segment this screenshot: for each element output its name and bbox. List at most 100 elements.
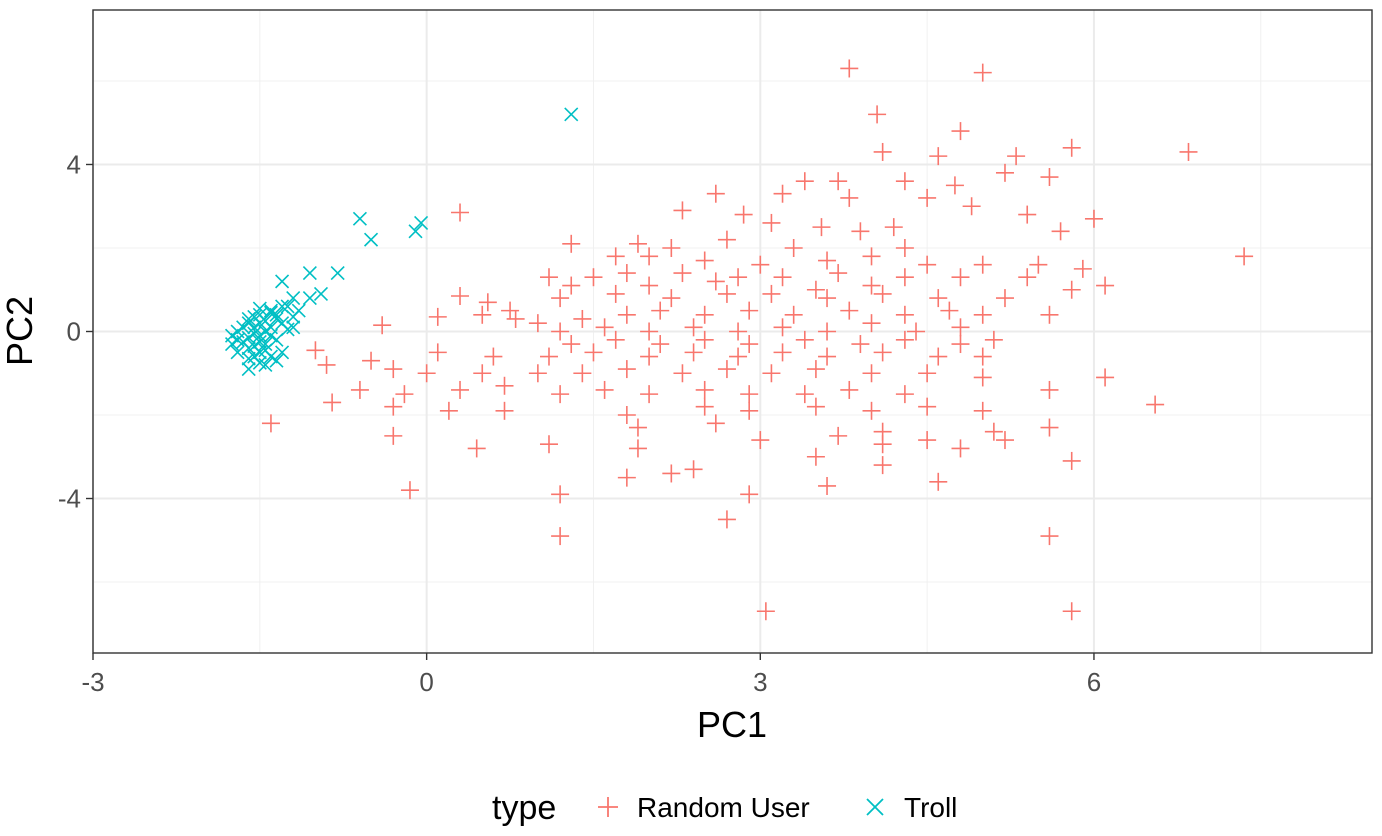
point-random-user [617, 264, 636, 283]
point-random-user [473, 305, 492, 324]
point-random-user [895, 172, 914, 191]
point-random-user [818, 289, 837, 308]
point-random-user [384, 426, 403, 445]
point-random-user [628, 234, 647, 253]
point-random-user [884, 218, 903, 237]
point-random-user [918, 397, 937, 416]
point-random-user [951, 122, 970, 141]
point-random-user [918, 255, 937, 274]
point-random-user [684, 318, 703, 337]
point-random-user [929, 147, 948, 166]
point-troll [564, 107, 579, 122]
point-random-user [868, 105, 887, 124]
point-random-user [373, 316, 392, 335]
point-random-user [617, 468, 636, 487]
point-random-user [773, 268, 792, 287]
point-random-user [662, 238, 681, 257]
point-random-user [428, 343, 447, 362]
point-random-user [484, 347, 503, 366]
point-random-user [918, 431, 937, 450]
point-random-user [740, 485, 759, 504]
point-random-user [640, 276, 659, 295]
point-random-user [617, 406, 636, 425]
point-troll [330, 265, 345, 281]
point-random-user [1062, 280, 1081, 299]
point-troll [258, 314, 273, 329]
point-troll [291, 303, 306, 318]
point-random-user [734, 205, 753, 224]
point-random-user [829, 426, 848, 445]
point-random-user [1146, 395, 1165, 414]
point-random-user [740, 335, 759, 354]
point-random-user [640, 322, 659, 341]
point-random-user [1179, 142, 1198, 161]
point-random-user [640, 347, 659, 366]
point-random-user [806, 360, 825, 379]
point-random-user [395, 385, 414, 404]
point-random-user [695, 380, 714, 399]
point-random-user [784, 238, 803, 257]
point-random-user [628, 439, 647, 458]
legend-label-troll: Troll [904, 792, 957, 823]
point-random-user [451, 287, 470, 306]
point-random-user [951, 439, 970, 458]
point-random-user [806, 447, 825, 466]
point-random-user [895, 238, 914, 257]
x-tick-label: -3 [81, 667, 104, 697]
point-random-user [695, 305, 714, 324]
point-troll [363, 232, 379, 247]
point-random-user [762, 364, 781, 383]
point-random-user [995, 431, 1014, 450]
point-random-user [651, 301, 670, 320]
point-random-user [573, 364, 592, 383]
point-random-user [951, 335, 970, 354]
legend-key-random-user [598, 797, 618, 817]
point-random-user [818, 322, 837, 341]
point-random-user [551, 289, 570, 308]
point-random-user [551, 485, 570, 504]
point-troll [241, 351, 256, 366]
point-troll [241, 362, 256, 377]
point-random-user [673, 201, 692, 220]
point-random-user [773, 318, 792, 337]
point-random-user [818, 476, 837, 495]
point-random-user [573, 309, 592, 328]
x-axis: -3 0 3 6 [81, 653, 1101, 697]
point-random-user [528, 314, 547, 333]
point-random-user [595, 380, 614, 399]
point-random-user [439, 401, 458, 420]
point-random-user [551, 527, 570, 546]
point-troll [247, 326, 262, 341]
point-random-user [740, 385, 759, 404]
point-random-user [762, 284, 781, 303]
point-random-user [1018, 205, 1037, 224]
point-random-user [662, 289, 681, 308]
point-random-user [562, 234, 581, 253]
point-random-user [400, 481, 419, 500]
y-tick-label: 4 [67, 149, 81, 179]
point-random-user [617, 305, 636, 324]
point-random-user [1062, 602, 1081, 621]
point-random-user [539, 435, 558, 454]
point-random-user [984, 422, 1003, 441]
legend-key-troll [866, 798, 884, 816]
point-random-user [562, 335, 581, 354]
point-random-user [873, 435, 892, 454]
point-random-user [539, 347, 558, 366]
point-random-user [812, 218, 831, 237]
point-troll [302, 265, 317, 281]
point-troll [275, 345, 290, 360]
point-random-user [751, 431, 770, 450]
point-random-user [495, 376, 514, 395]
point-random-user [862, 401, 881, 420]
point-random-user [1040, 380, 1059, 399]
point-random-user [995, 289, 1014, 308]
point-random-user [1062, 138, 1081, 157]
point-random-user [795, 172, 814, 191]
data-points [224, 59, 1254, 621]
point-random-user [962, 197, 981, 216]
point-random-user [995, 163, 1014, 182]
point-random-user [973, 255, 992, 274]
point-random-user [606, 247, 625, 266]
point-random-user [662, 464, 681, 483]
